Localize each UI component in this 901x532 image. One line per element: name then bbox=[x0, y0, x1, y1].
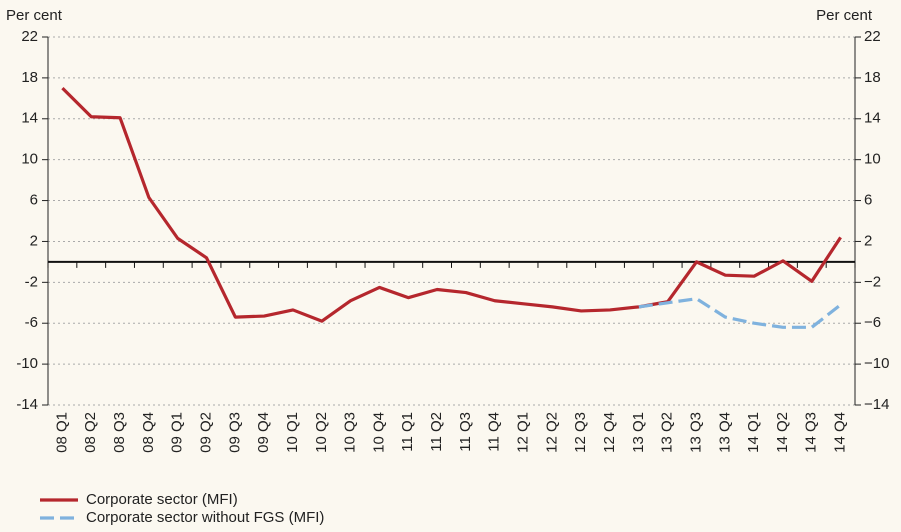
y-tick-label: -10 bbox=[16, 355, 38, 372]
x-tick-label: 09 Q4 bbox=[255, 412, 272, 453]
x-tick-label: 12 Q2 bbox=[543, 412, 560, 453]
x-tick-label: 12 Q4 bbox=[601, 412, 618, 453]
y-tick-label: -6 bbox=[25, 314, 38, 331]
y2-tick-label: 2 bbox=[864, 232, 872, 249]
y2-tick-label: 14 bbox=[864, 110, 881, 127]
legend-label: Corporate sector without FGS (MFI) bbox=[86, 509, 324, 526]
x-tick-label: 11 Q4 bbox=[486, 412, 503, 452]
y-tick-label: 10 bbox=[21, 151, 38, 168]
y2-tick-label: 6 bbox=[864, 192, 872, 209]
y-tick-label: -14 bbox=[16, 396, 38, 413]
y2-tick-label: 22 bbox=[864, 28, 881, 45]
x-tick-label: 10 Q2 bbox=[313, 412, 330, 453]
x-tick-label: 13 Q4 bbox=[716, 412, 733, 453]
x-tick-label: 09 Q3 bbox=[226, 412, 243, 453]
y2-tick-label: 18 bbox=[864, 69, 881, 86]
x-tick-label: 14 Q1 bbox=[745, 412, 762, 453]
x-tick-label: 08 Q2 bbox=[82, 412, 99, 453]
x-tick-label: 08 Q4 bbox=[140, 412, 157, 453]
y-tick-label: 14 bbox=[21, 110, 38, 127]
y2-tick-label: −10 bbox=[864, 355, 889, 372]
x-tick-label: 08 Q3 bbox=[111, 412, 128, 453]
x-tick-label: 12 Q1 bbox=[515, 412, 532, 453]
x-tick-label: 11 Q3 bbox=[457, 412, 474, 452]
y2-tick-label: −14 bbox=[864, 396, 889, 413]
x-tick-label: 11 Q2 bbox=[428, 412, 445, 452]
y2-tick-label: 10 bbox=[864, 151, 881, 168]
x-tick-label: 13 Q2 bbox=[659, 412, 676, 453]
legend-label: Corporate sector (MFI) bbox=[86, 491, 238, 508]
series-line bbox=[638, 297, 842, 329]
y-axis-label: Per cent bbox=[6, 7, 63, 24]
y-tick-label: 6 bbox=[30, 192, 38, 209]
x-tick-label: 08 Q1 bbox=[53, 412, 70, 453]
x-tick-label: 12 Q3 bbox=[572, 412, 589, 453]
x-tick-label: 10 Q3 bbox=[342, 412, 359, 453]
y-tick-label: -2 bbox=[25, 273, 38, 290]
y2-axis-label: Per cent bbox=[816, 7, 873, 24]
x-tick-label: 13 Q1 bbox=[630, 412, 647, 453]
x-tick-label: 09 Q2 bbox=[197, 412, 214, 453]
y-tick-label: 18 bbox=[21, 69, 38, 86]
y2-tick-label: −2 bbox=[864, 273, 881, 290]
y-tick-label: 2 bbox=[30, 232, 38, 249]
y2-tick-label: −6 bbox=[864, 314, 881, 331]
series-line bbox=[61, 86, 842, 323]
x-tick-label: 11 Q1 bbox=[399, 412, 416, 452]
x-tick-label: 13 Q3 bbox=[687, 412, 704, 453]
y-tick-label: 22 bbox=[21, 28, 38, 45]
x-tick-label: 10 Q4 bbox=[370, 412, 387, 453]
x-tick-label: 14 Q4 bbox=[832, 412, 849, 453]
x-tick-label: 14 Q3 bbox=[803, 412, 820, 453]
x-tick-label: 14 Q2 bbox=[774, 412, 791, 453]
x-tick-label: 10 Q1 bbox=[284, 412, 301, 453]
x-tick-label: 09 Q1 bbox=[169, 412, 186, 453]
